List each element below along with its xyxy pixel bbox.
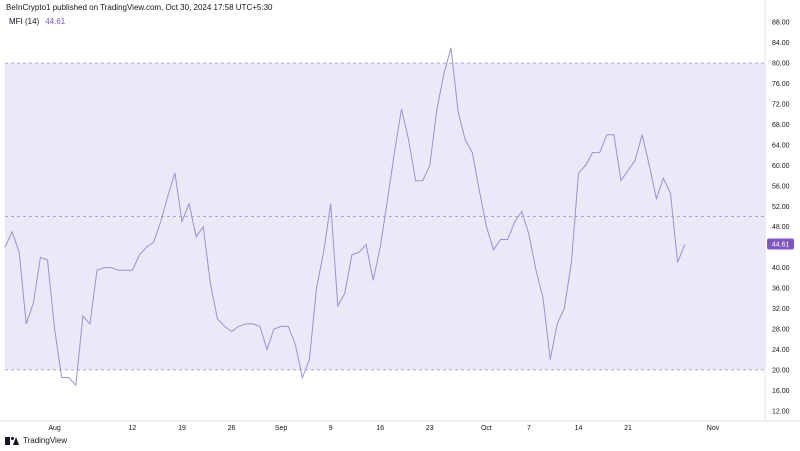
- y-tick-label: 28.00: [772, 326, 790, 333]
- y-tick-label: 68.00: [772, 122, 790, 129]
- tradingview-logo-icon: [5, 436, 19, 445]
- x-tick-label: 14: [575, 425, 583, 432]
- x-tick-label: Sep: [275, 425, 288, 432]
- last-value-badge: 44.61: [767, 238, 794, 250]
- x-tick-label: 26: [228, 425, 236, 432]
- indicator-name: MFI (14): [9, 17, 40, 26]
- y-axis-labels[interactable]: 12.00 16.00 20.00 24.00 28.00 32.00 36.00 40.00…: [772, 20, 790, 416]
- y-tick-label: 64.00: [772, 142, 790, 149]
- y-tick-label: 40.00: [772, 265, 790, 272]
- y-tick-label: 32.00: [772, 306, 790, 313]
- y-tick-label: 52.00: [772, 204, 790, 211]
- x-tick-label: 23: [426, 425, 434, 432]
- y-tick-label: 16.00: [772, 388, 790, 395]
- tradingview-brand[interactable]: TradingView: [5, 436, 67, 445]
- y-tick-label: 24.00: [772, 347, 790, 354]
- x-tick-label: 21: [624, 425, 632, 432]
- x-axis-labels[interactable]: Aug 12 19 26 Sep 9 16 23 Oct 7 14 21 Nov: [48, 425, 719, 432]
- y-tick-label: 12.00: [772, 408, 790, 415]
- x-tick-label: 19: [178, 425, 186, 432]
- x-tick-label: 9: [329, 425, 333, 432]
- publisher-header: BeInCrypto1 published on TradingView.com…: [6, 3, 273, 12]
- x-tick-label: 7: [527, 425, 531, 432]
- last-value-badge-text: 44.61: [772, 242, 790, 249]
- last-value-badge-bg: [767, 238, 794, 250]
- y-tick-label: 36.00: [772, 286, 790, 293]
- y-tick-label: 88.00: [772, 20, 790, 27]
- y-tick-label: 60.00: [772, 163, 790, 170]
- x-tick-label: Oct: [481, 425, 492, 432]
- y-tick-label: 72.00: [772, 102, 790, 109]
- y-tick-label: 84.00: [772, 40, 790, 47]
- indicator-value: 44.61: [45, 17, 66, 26]
- mfi-series-line: [4, 47, 686, 387]
- indicator-legend[interactable]: MFI (14) 44.61: [9, 17, 65, 26]
- brand-label: TradingView: [23, 436, 68, 445]
- x-tick-label: 12: [129, 425, 137, 432]
- y-tick-label: 76.00: [772, 81, 790, 88]
- y-tick-label: 20.00: [772, 367, 790, 374]
- y-tick-label: 48.00: [772, 224, 790, 231]
- x-tick-label: 16: [376, 425, 384, 432]
- y-tick-label: 56.00: [772, 183, 790, 190]
- y-tick-label: 80.00: [772, 61, 790, 68]
- x-tick-label: Aug: [48, 425, 61, 432]
- x-tick-label: Nov: [707, 425, 720, 432]
